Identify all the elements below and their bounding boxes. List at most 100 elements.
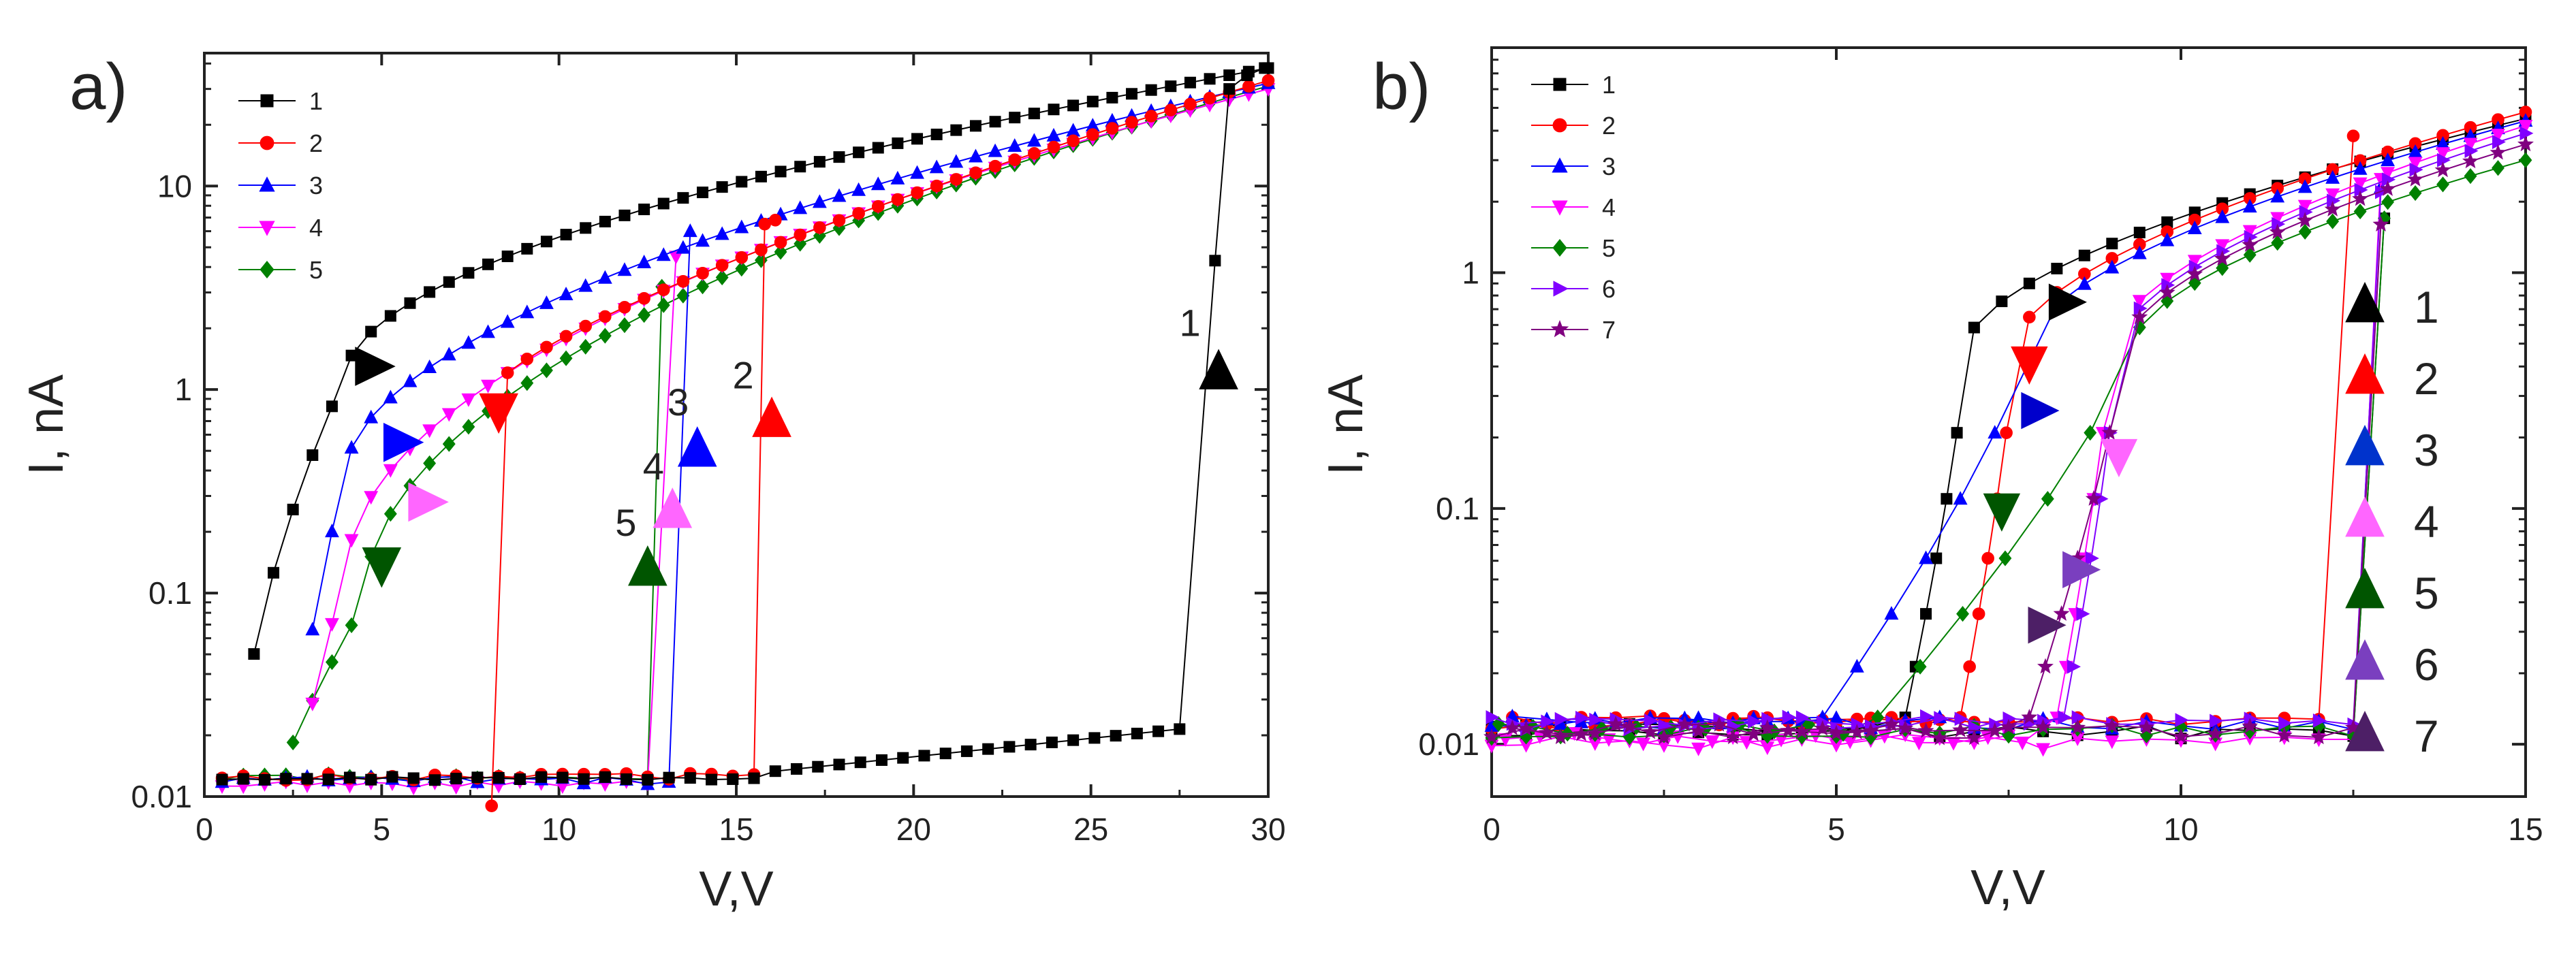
series-b-7-reverse-point (2037, 658, 2054, 674)
series-3-reverse-point (481, 324, 495, 338)
series-1-forward-point (535, 771, 548, 783)
series-1-forward-point (1152, 725, 1165, 737)
x-tick-label: 0 (1483, 812, 1501, 847)
series-2-reverse-point (1008, 153, 1022, 167)
series-1-reverse-point (1184, 76, 1196, 89)
series-b-7-forward-point (1483, 728, 1500, 744)
series-b-7-forward-point (1690, 722, 1707, 739)
series-1-reverse-point (755, 170, 767, 182)
series-2-reverse-point (520, 353, 534, 366)
legend-marker (259, 221, 275, 236)
series-2-reverse-point (1242, 80, 1255, 93)
series-1-reverse-point (404, 297, 416, 309)
series-b-3-reverse-point (1884, 606, 1899, 620)
series-3-reverse-point (559, 287, 574, 301)
panel-b: b) 0 5 10 15 0.01 0.1 1 1 2 3 4 5 6 7 1 2 3 4 5 6 7 V,V I,… (1319, 46, 2543, 915)
series-1-reverse-point (638, 204, 650, 216)
series-1-forward-point (1067, 734, 1080, 746)
series-3-reverse-point (714, 226, 729, 240)
legend-marker (260, 94, 274, 108)
series-b-5-reverse-point (2326, 213, 2340, 229)
series-b-3-reverse-point (1849, 658, 1864, 673)
series-1-forward-point (237, 773, 249, 785)
arrow-label: 5 (615, 501, 636, 544)
series-5-reverse-point (383, 506, 397, 522)
series-1-reverse-point (560, 229, 572, 241)
series-3-reverse-point (461, 335, 476, 349)
series-1-reverse-point (1106, 91, 1118, 103)
y-tick-label: 0.01 (131, 779, 192, 814)
series-1-reverse-point (1009, 112, 1021, 124)
arrow-label: 1 (1180, 302, 1201, 344)
series-b-4-reverse-point (2408, 157, 2423, 171)
series-5-reverse-point (774, 244, 787, 260)
series-2-reverse-point (696, 267, 709, 280)
x-tick-label: 25 (1073, 812, 1108, 847)
series-1-reverse-point (1223, 69, 1236, 81)
series-b-6-reverse-point (1954, 711, 1968, 726)
series-4-forward-line (221, 256, 677, 788)
series-1-reverse-point (1262, 62, 1274, 74)
legend-label: 5 (1602, 234, 1616, 262)
series-b-5-reverse-point (2381, 194, 2395, 210)
series-b-1-reverse-point (1968, 321, 1980, 334)
series-b-7-reverse-point (2434, 161, 2451, 178)
series-b-3-reverse-point (2160, 232, 2175, 246)
series-2-reverse-point (540, 340, 553, 354)
series-b-4-reverse-point (1636, 737, 1651, 752)
series-b-7-reverse-point (2269, 223, 2286, 240)
panel-a-series (215, 62, 1276, 812)
series-b-5-reverse-point (2271, 235, 2284, 251)
series-1-reverse-point (892, 137, 904, 149)
series-2-reverse-point (988, 159, 1002, 173)
right-legend-label: 3 (2414, 425, 2439, 475)
series-b-1-reverse-point (2078, 249, 2090, 261)
series-3-reverse-point (617, 262, 632, 276)
legend-label: 2 (1602, 112, 1616, 140)
legend-label: 4 (1602, 193, 1616, 221)
series-2-reverse-point (969, 166, 982, 180)
series-b-7-reverse-point (1883, 716, 1900, 732)
panel-b-legend: 1 2 3 4 5 6 7 (1531, 71, 1616, 344)
series-1-forward-point (939, 748, 952, 760)
series-b-7-forward-point (1725, 728, 1742, 745)
x-tick-label: 30 (1251, 812, 1285, 847)
series-b-3-reverse-point (2132, 245, 2147, 259)
series-b-7-forward-point (2173, 728, 2189, 744)
series-b-7-forward-point (2103, 717, 2120, 733)
series-b-7-reverse-point (1504, 720, 1521, 735)
series-4-reverse-point (422, 424, 437, 438)
series-b-7-reverse-line (1512, 144, 2526, 735)
series-1-reverse-point (774, 165, 787, 178)
panel-a-xlabel: V,V (699, 862, 773, 916)
right-legend-label: 1 (2414, 282, 2439, 332)
series-b-1-reverse-point (1951, 427, 1963, 439)
series-b-6-forward-point (2071, 710, 2086, 725)
series-3-reverse-point (637, 255, 652, 269)
series-b-6-reverse-point (2519, 126, 2534, 141)
series-b-5-reverse-point (2298, 223, 2312, 240)
series-b-5-reverse-point (2216, 260, 2229, 276)
series-2-reverse-point (1184, 97, 1197, 111)
series-1-forward-point (599, 771, 611, 783)
series-5-reverse-point (579, 338, 593, 355)
series-b-6-reverse-point (1541, 714, 1555, 729)
series-1-forward-point (407, 772, 420, 784)
arrow-marker (383, 422, 424, 462)
series-b-7-forward-point (1518, 720, 1535, 736)
legend-marker (1552, 200, 1568, 216)
x-tick-label: 0 (195, 812, 213, 847)
series-b-3-reverse-point (2242, 199, 2257, 213)
legend-label: 5 (309, 256, 323, 284)
series-1-forward-point (1223, 83, 1236, 95)
series-1-reverse-point (736, 176, 748, 188)
panel-a-legend: 1 2 3 4 5 (238, 87, 323, 284)
series-b-7-reverse-point (1952, 722, 1969, 737)
legend-marker (1552, 157, 1568, 173)
series-3-reverse-point (832, 188, 847, 202)
series-3-reverse-point (1007, 138, 1022, 152)
series-b-4-reverse-point (2436, 147, 2450, 161)
panel-b-xlabel: V,V (1970, 861, 2045, 915)
legend-marker (1552, 118, 1567, 133)
series-b-4-reverse-point (1946, 737, 1961, 751)
